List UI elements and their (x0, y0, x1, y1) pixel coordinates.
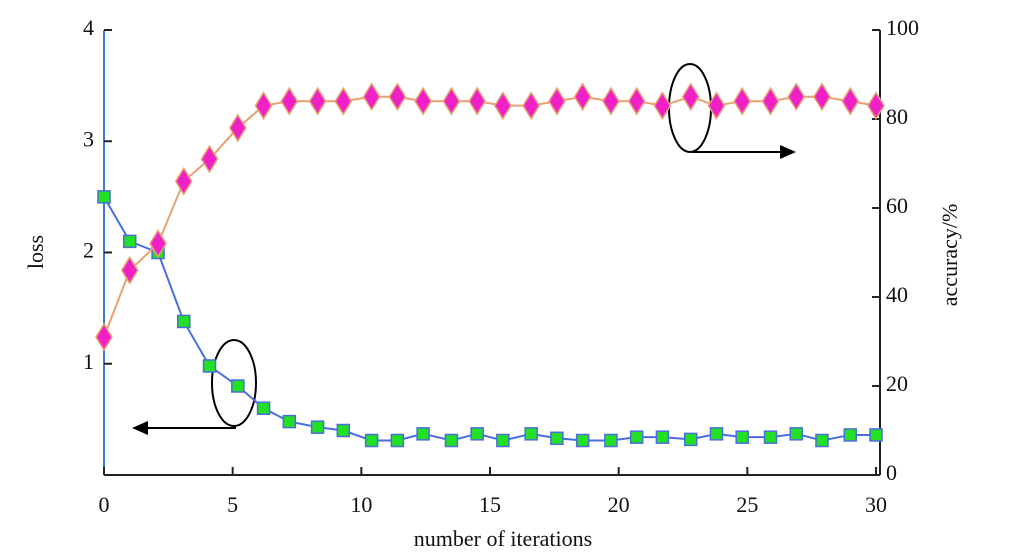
diamond-marker (254, 91, 273, 121)
square-marker (735, 430, 749, 444)
x-tick-label: 5 (227, 492, 238, 517)
diamond-marker (707, 91, 726, 121)
diamond-marker (120, 255, 139, 285)
y2-tick-label: 80 (886, 104, 908, 129)
x-tick-label: 25 (736, 492, 758, 517)
arrow-head (780, 145, 796, 159)
diamond-marker (627, 86, 646, 116)
diamond-marker (95, 322, 113, 352)
x-tick-label: 20 (608, 492, 630, 517)
y-axis-label: loss (23, 235, 48, 269)
square-marker (709, 427, 724, 441)
diamond-marker (174, 166, 193, 196)
square-marker (763, 430, 778, 444)
y2-tick-label: 100 (886, 15, 919, 40)
x-tick-label: 10 (350, 492, 372, 517)
x-tick-label: 30 (865, 492, 887, 517)
diamond-marker (308, 86, 327, 116)
y2-tick-label: 60 (886, 193, 908, 218)
diamond-marker (414, 86, 432, 116)
y-tick-label: 4 (83, 15, 94, 40)
square-marker (604, 433, 618, 448)
square-marker (789, 427, 803, 441)
diamond-marker (388, 82, 407, 112)
square-marker (231, 379, 245, 393)
y2-tick-label: 20 (886, 371, 908, 396)
square-marker (310, 420, 325, 434)
square-marker (97, 190, 111, 204)
square-marker (282, 414, 297, 429)
diamond-marker (280, 86, 299, 116)
diamond-marker (787, 82, 806, 112)
diamond-marker (733, 86, 752, 116)
arrow-head (132, 421, 148, 435)
diamond-marker (761, 86, 780, 116)
diamond-marker (468, 86, 487, 116)
diamond-marker (867, 91, 885, 121)
x-axis-label: number of iterations (414, 526, 592, 551)
square-marker (364, 433, 379, 448)
square-marker (416, 427, 430, 441)
diamond-marker (522, 91, 541, 121)
square-marker (496, 433, 510, 448)
square-marker (336, 423, 351, 438)
y-tick-label: 3 (83, 126, 94, 151)
diamond-marker (334, 86, 353, 116)
diamond-marker (653, 91, 672, 121)
diamond-marker (681, 82, 700, 112)
diamond-marker (548, 86, 566, 116)
diamond-marker (493, 91, 512, 121)
square-marker (843, 428, 858, 442)
square-marker (815, 433, 829, 448)
square-marker (524, 427, 538, 441)
square-marker (202, 359, 217, 373)
y2-tick-label: 0 (886, 460, 897, 485)
square-marker (655, 430, 670, 444)
square-marker (683, 432, 698, 447)
series-line (103, 196, 876, 442)
square-marker (470, 427, 484, 441)
square-marker (444, 433, 459, 448)
square-marker (550, 431, 564, 446)
diamond-marker (573, 82, 592, 112)
square-marker (869, 428, 883, 442)
square-marker (256, 401, 271, 415)
annotation-ellipse (211, 339, 257, 427)
x-tick-label: 0 (99, 492, 110, 517)
diamond-marker (228, 113, 247, 143)
diamond-marker (602, 86, 620, 116)
y2-tick-label: 40 (886, 282, 908, 307)
series-line (103, 95, 877, 338)
square-marker (629, 430, 644, 444)
diamond-marker (362, 82, 381, 112)
diamond-marker (442, 86, 461, 116)
diamond-marker (200, 144, 219, 174)
square-marker (390, 433, 405, 448)
y-tick-label: 1 (83, 349, 94, 374)
diamond-marker (813, 82, 831, 112)
square-marker (575, 433, 590, 448)
diamond-marker (841, 86, 860, 116)
square-marker (177, 314, 191, 329)
y-tick-label: 2 (83, 238, 94, 263)
square-marker (122, 234, 137, 249)
x-tick-label: 15 (479, 492, 501, 517)
y2-axis-label: accuracy/% (937, 204, 962, 307)
diamond-marker (149, 229, 167, 259)
